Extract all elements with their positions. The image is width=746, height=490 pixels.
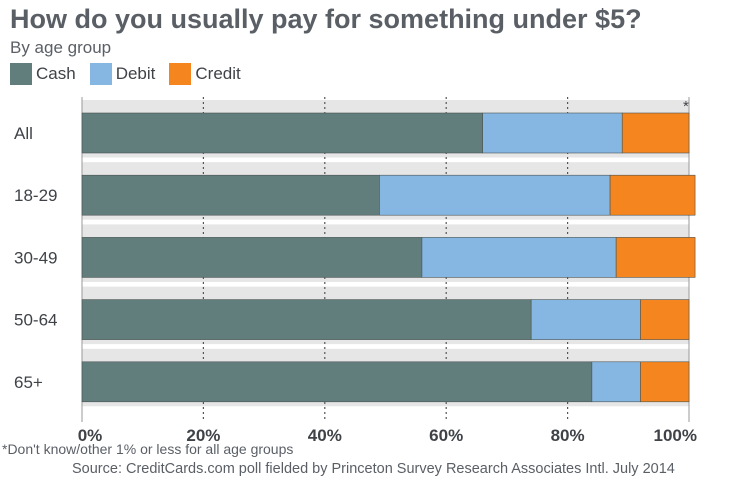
bar-cash: [81, 112, 483, 154]
bar-credit: [609, 174, 696, 216]
category-label: 30-49: [14, 248, 57, 267]
bar-credit: [640, 299, 690, 340]
bar-credit: [640, 361, 690, 403]
x-tick-label: 100%: [654, 426, 697, 445]
bar-cash: [81, 299, 532, 340]
x-tick-label: 40%: [308, 426, 342, 445]
bar-debit: [379, 174, 611, 216]
bar-cash: [81, 361, 593, 403]
annotation-asterisk: *: [683, 98, 689, 115]
legend-item-cash: Cash: [10, 63, 76, 85]
bar-debit: [530, 299, 641, 340]
legend-item-credit: Credit: [169, 63, 241, 85]
category-label: 50-64: [14, 311, 57, 330]
bar-debit: [482, 112, 623, 154]
x-tick-label: 60%: [429, 426, 463, 445]
legend-swatch-debit: [89, 63, 112, 85]
bar-debit: [591, 361, 641, 403]
bar-credit: [621, 112, 690, 154]
bar-cash: [81, 174, 380, 216]
bar-cash: [81, 237, 423, 278]
legend-item-debit: Debit: [89, 63, 156, 85]
bar-debit: [421, 237, 617, 278]
chart-source: Source: CreditCards.com poll fielded by …: [72, 461, 675, 477]
legend-swatch-cash: [10, 63, 32, 85]
bar-credit: [615, 237, 696, 278]
x-tick-label: 20%: [186, 426, 220, 445]
chart-footnote: *Don't know/other 1% or less for all age…: [2, 441, 294, 457]
x-tick-label: 80%: [551, 426, 585, 445]
chart-legend: Cash Debit Credit: [10, 63, 255, 85]
legend-label-credit: Credit: [195, 64, 241, 83]
category-label: All: [14, 124, 33, 143]
category-label: 65+: [14, 373, 43, 392]
category-label: 18-29: [14, 186, 57, 205]
legend-label-debit: Debit: [115, 64, 156, 83]
chart-title: How do you usually pay for something und…: [10, 4, 642, 34]
x-tick-label: 0%: [78, 426, 103, 445]
chart-subtitle: By age group: [10, 38, 112, 57]
legend-label-cash: Cash: [36, 64, 76, 83]
legend-swatch-credit: [169, 63, 192, 85]
